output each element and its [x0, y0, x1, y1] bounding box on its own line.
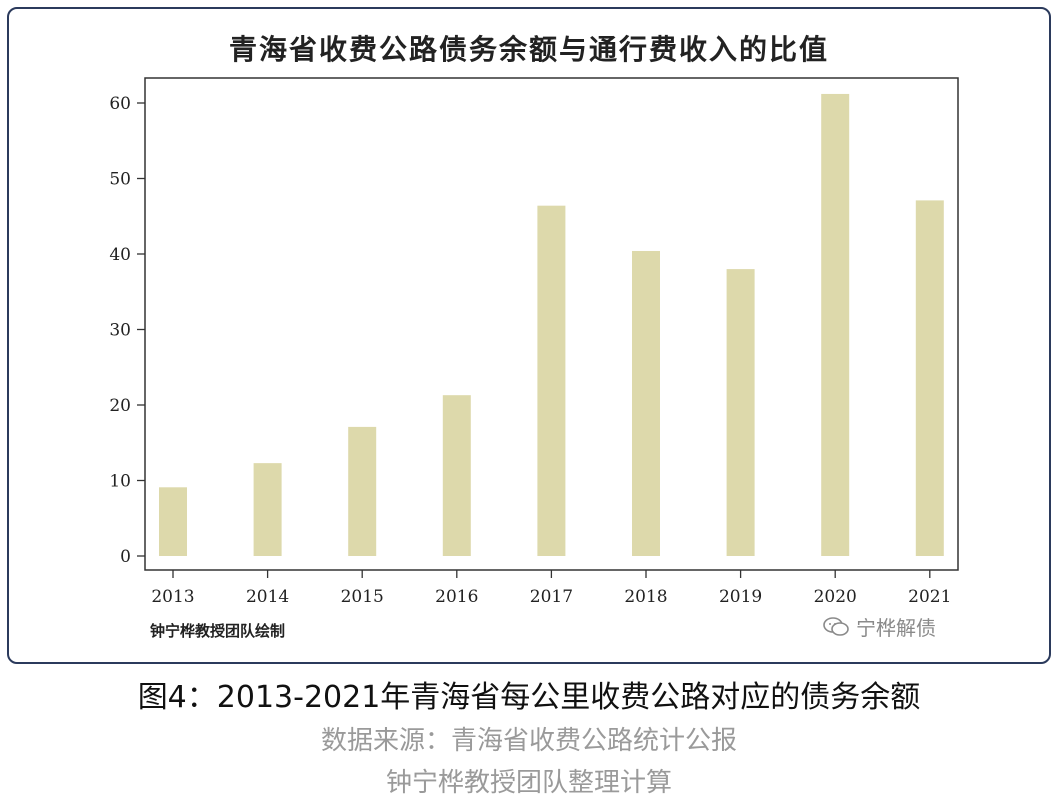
x-tick-label: 2019 [719, 587, 762, 607]
y-tick-label: 40 [109, 245, 131, 265]
team-credit: 钟宁桦教授团队整理计算 [385, 768, 672, 798]
x-tick-label: 2018 [624, 587, 667, 607]
bar [726, 269, 755, 556]
bars-group [159, 93, 944, 557]
y-tick-label: 10 [109, 472, 131, 492]
bar [632, 250, 660, 557]
bar [253, 463, 282, 556]
chart-title: 青海省收费公路债务余额与通行费收入的比值 [228, 33, 829, 66]
y-tick-label: 30 [109, 321, 131, 341]
x-tick-label: 2013 [151, 587, 194, 607]
data-source: 数据来源：青海省收费公路统计公报 [320, 726, 737, 756]
bar [442, 395, 471, 556]
y-tick-label: 20 [109, 396, 131, 416]
bar [537, 205, 566, 556]
watermark: 宁桦解债 [822, 612, 936, 641]
bar [159, 487, 187, 556]
y-axis: 0 10 20 30 40 50 60 [109, 94, 145, 567]
watermark-text: 宁桦解债 [856, 616, 936, 640]
figure-caption: 图4：2013-2021年青海省每公里收费公路对应的债务余额 [137, 680, 921, 715]
x-tick-label: 2020 [814, 587, 857, 607]
bar [821, 93, 850, 556]
x-tick-label: 2015 [341, 587, 384, 607]
x-tick-label: 2014 [246, 587, 289, 607]
credit-label: 钟宁桦教授团队绘制 [150, 622, 286, 640]
x-tick-label: 2021 [908, 587, 951, 607]
y-tick-label: 60 [109, 94, 131, 114]
wechat-icon [823, 616, 849, 636]
y-tick-label: 50 [109, 170, 131, 190]
bar [915, 200, 944, 556]
x-axis: 2013 2014 2015 2016 2017 2018 2019 2020 2021 [151, 570, 951, 607]
bar [348, 426, 377, 556]
x-tick-label: 2017 [530, 587, 573, 607]
y-tick-label: 0 [120, 547, 131, 567]
x-tick-label: 2016 [435, 587, 478, 607]
